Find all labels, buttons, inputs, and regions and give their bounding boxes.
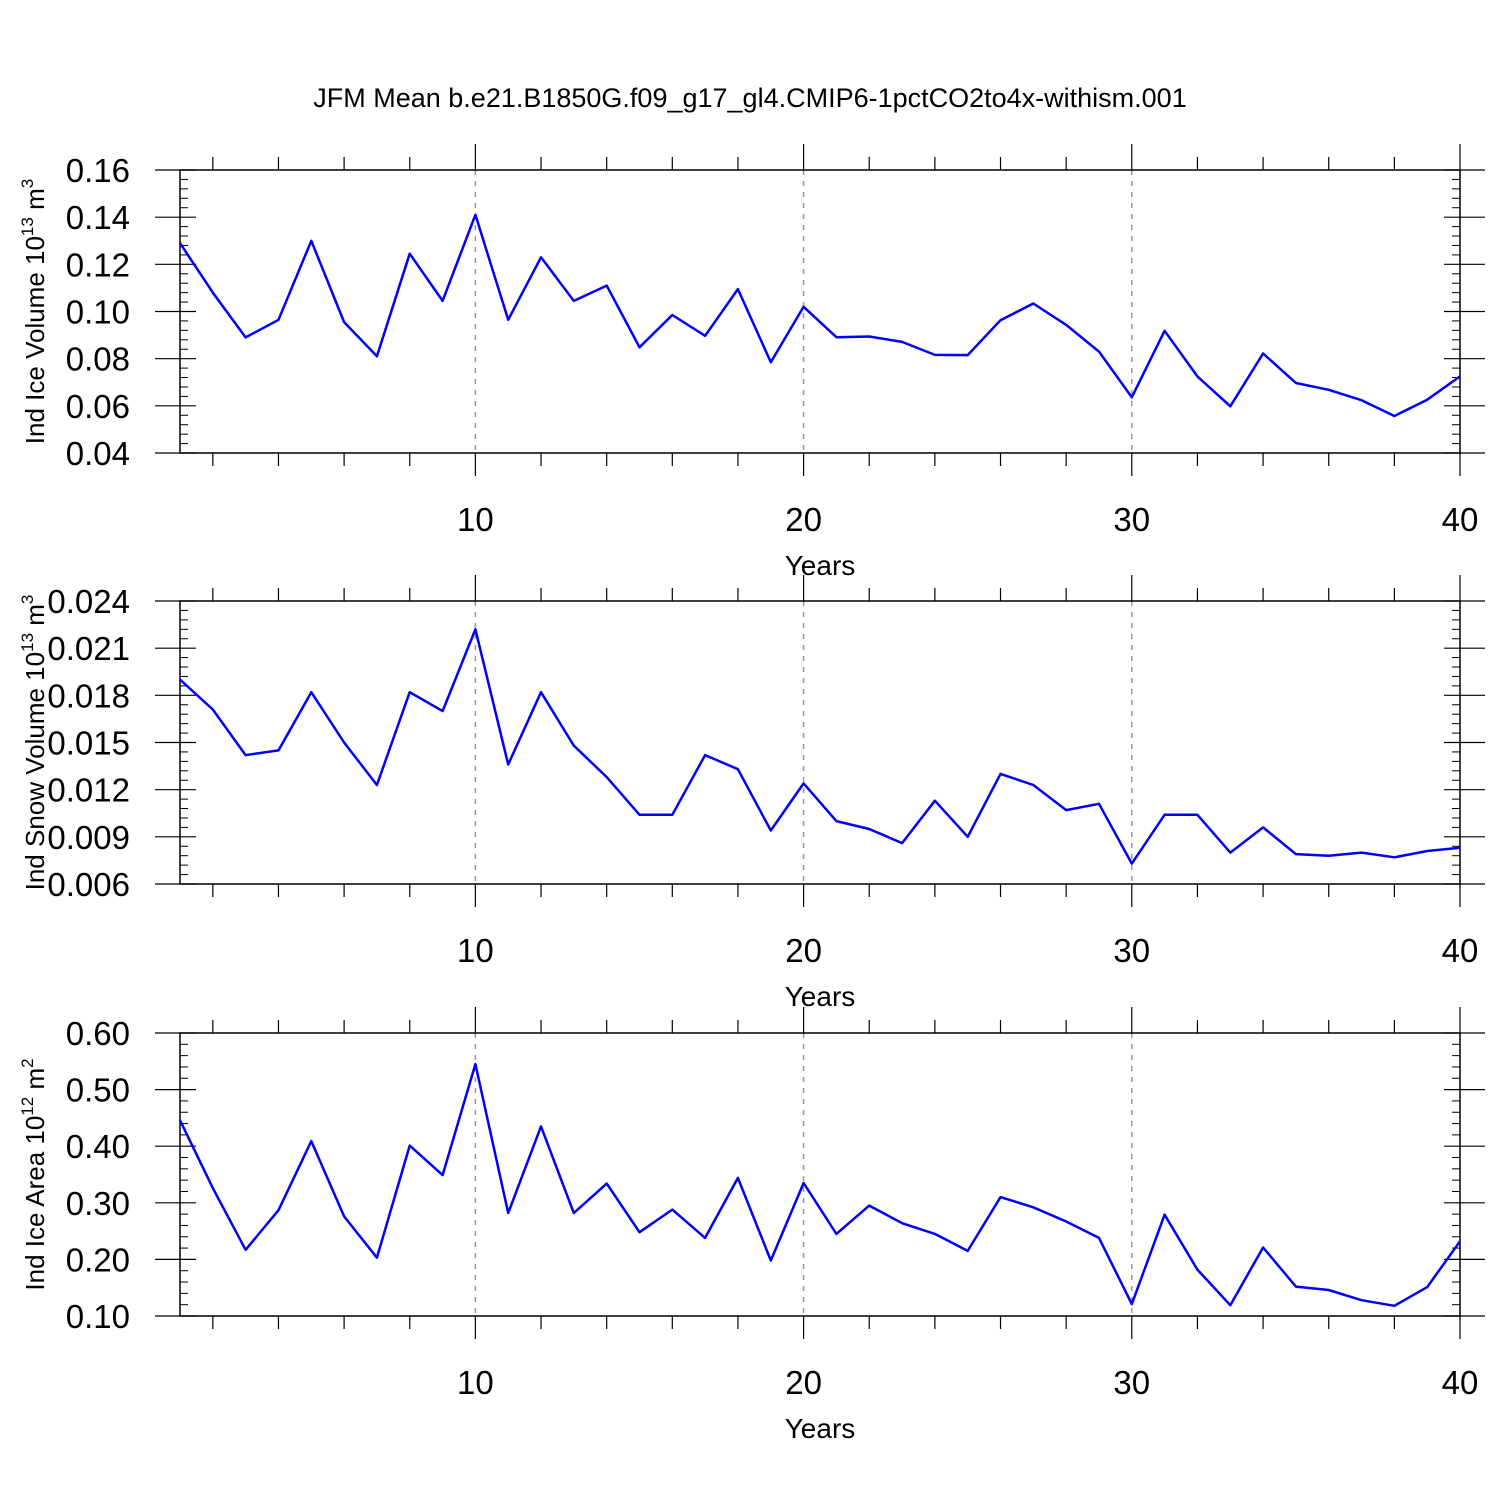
plot-frame bbox=[179, 1032, 1461, 1317]
x-tick-label: 30 bbox=[1113, 1364, 1150, 1401]
y-tick-label: 0.012 bbox=[47, 772, 130, 809]
x-tick-label: 20 bbox=[785, 501, 822, 538]
series-line bbox=[179, 628, 1461, 865]
plot-frame bbox=[179, 169, 1461, 454]
x-tick-label: 10 bbox=[457, 932, 494, 969]
y-tick-label: 0.024 bbox=[47, 583, 130, 620]
y-tick-label: 0.20 bbox=[66, 1241, 130, 1278]
y-tick-label: 0.006 bbox=[47, 866, 130, 903]
series-line bbox=[178, 1062, 1462, 1308]
x-axis-label: Years bbox=[785, 981, 856, 1012]
y-tick-label: 0.06 bbox=[66, 388, 130, 425]
y-tick-label: 0.14 bbox=[66, 199, 130, 236]
y-axis-label: Ind Ice Volume 1013 m3 bbox=[18, 179, 50, 444]
y-tick-label: 0.40 bbox=[66, 1128, 130, 1165]
y-tick-label: 0.10 bbox=[66, 294, 130, 331]
y-tick-label: 0.021 bbox=[47, 630, 130, 667]
x-tick-label: 40 bbox=[1442, 932, 1479, 969]
chart-title: JFM Mean b.e21.B1850G.f09_g17_gl4.CMIP6-… bbox=[313, 83, 1186, 113]
y-tick-label: 0.018 bbox=[47, 677, 130, 714]
y-tick-label: 0.50 bbox=[66, 1072, 130, 1109]
x-tick-label: 40 bbox=[1442, 1364, 1479, 1401]
x-axis-label: Years bbox=[785, 550, 856, 581]
x-tick-label: 40 bbox=[1442, 501, 1479, 538]
panel-1: 0.04 0.06 0.08 0.10 0.12 0.14 0.16 10 20 30 40 Year… bbox=[18, 144, 1485, 581]
panel-3: 0.10 0.20 0.30 0.40 0.50 0.60 10 20 30 40 Years Ind… bbox=[18, 1007, 1485, 1444]
y-tick-label: 0.12 bbox=[66, 246, 130, 283]
y-tick-label: 0.10 bbox=[66, 1298, 130, 1335]
panels: 0.04 0.06 0.08 0.10 0.12 0.14 0.16 10 20 30 40 Year… bbox=[18, 144, 1485, 1444]
x-tick-label: 20 bbox=[785, 1364, 822, 1401]
y-tick-label: 0.30 bbox=[66, 1185, 130, 1222]
panel-2: 0.006 0.009 0.012 0.015 0.018 0.021 0.024 10 20 3… bbox=[18, 575, 1485, 1012]
x-tick-label: 30 bbox=[1113, 501, 1150, 538]
y-tick-label: 0.08 bbox=[66, 341, 130, 378]
y-tick-label: 0.04 bbox=[66, 435, 130, 472]
plot-frame bbox=[179, 600, 1461, 885]
x-tick-label: 10 bbox=[457, 1364, 494, 1401]
x-tick-label: 20 bbox=[785, 932, 822, 969]
x-tick-label: 30 bbox=[1113, 932, 1150, 969]
y-tick-label: 0.16 bbox=[66, 152, 130, 189]
series-line bbox=[178, 213, 1461, 418]
x-axis-label: Years bbox=[785, 1413, 856, 1444]
y-axis-label: Ind Snow Volume 1013 m3 bbox=[18, 595, 50, 891]
x-tick-label: 10 bbox=[457, 501, 494, 538]
y-tick-label: 0.60 bbox=[66, 1015, 130, 1052]
y-tick-label: 0.009 bbox=[47, 819, 130, 856]
y-tick-label: 0.015 bbox=[47, 725, 130, 762]
y-axis-label: Ind Ice Area 1012 m2 bbox=[18, 1058, 50, 1290]
